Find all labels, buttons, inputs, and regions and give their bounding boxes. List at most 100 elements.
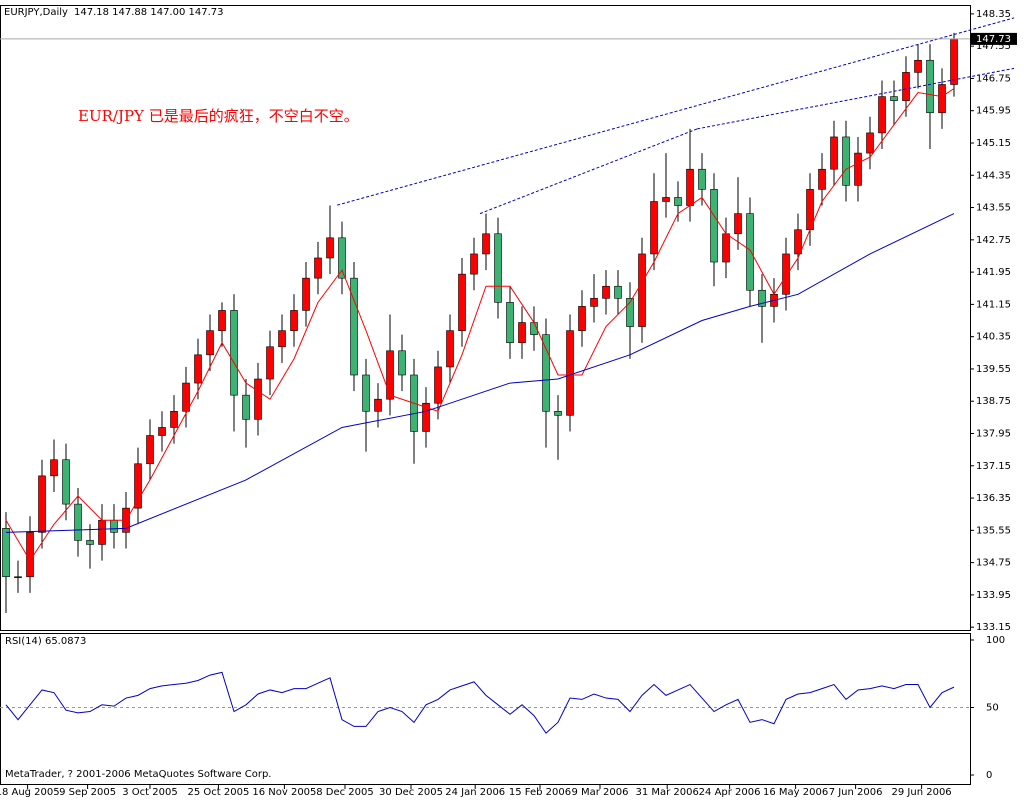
moving-average [5, 88, 955, 562]
x-tick-label: 15 Feb 2006 [509, 787, 571, 798]
candle-body [194, 354, 202, 384]
x-tick-label: 16 May 2006 [763, 787, 828, 798]
y-tick-label: 137.15 [976, 461, 1011, 472]
candle-body [74, 503, 82, 541]
x-tick-label: 29 Jun 2006 [892, 787, 952, 798]
candle-body [602, 285, 610, 299]
candle-body [614, 285, 622, 299]
candle-body [50, 459, 58, 477]
x-tick-label: 25 Oct 2005 [187, 787, 249, 798]
rsi-line [5, 671, 955, 734]
candle-body [146, 435, 154, 465]
trendline [697, 67, 1015, 130]
candle-body [638, 253, 646, 327]
y-tick-label: 146.75 [976, 73, 1011, 84]
y-tick-label: 147.55 [976, 41, 1011, 52]
candle-body [422, 402, 430, 432]
y-tick-label: 133.15 [976, 622, 1011, 633]
candle-body [650, 201, 658, 255]
trendline [479, 128, 698, 215]
candle-body [362, 374, 370, 412]
footer: MetaTrader, ? 2001-2006 MetaQuotes Softw… [5, 769, 271, 780]
y-tick-label: 135.55 [976, 525, 1011, 536]
candle-body [374, 398, 382, 412]
x-tick-label: 3 Oct 2005 [122, 787, 177, 798]
y-tick-label: 136.35 [976, 493, 1011, 504]
candle-body [938, 84, 946, 114]
candle-body [902, 72, 910, 101]
last-price-box [971, 32, 1017, 45]
x-tick-label: 8 Dec 2005 [316, 787, 374, 798]
candle-body [830, 136, 838, 170]
moving-average [5, 213, 955, 533]
candle-body [218, 310, 226, 331]
candle-body [734, 213, 742, 235]
candle-body [926, 59, 934, 114]
candle-body [698, 168, 706, 190]
candle-body [686, 168, 694, 206]
x-tick-label: 31 Mar 2006 [635, 787, 698, 798]
candle-body [62, 459, 70, 505]
candle-body [230, 310, 238, 396]
candle-body [98, 519, 106, 545]
x-tick-label: 16 Nov 2005 [252, 787, 316, 798]
rsi-title: RSI(14) 65.0873 [5, 636, 86, 647]
candle-body [206, 330, 214, 356]
candle-body [518, 322, 526, 344]
candle-body [578, 306, 586, 331]
candle-body [278, 330, 286, 348]
candle-body [86, 540, 94, 545]
candle-body [818, 168, 826, 190]
candle-body [710, 189, 718, 263]
candle-body [566, 330, 574, 416]
y-tick-label: 143.55 [976, 203, 1011, 214]
candle-body [506, 302, 514, 344]
candle-body [350, 277, 358, 376]
candle-body [758, 289, 766, 307]
candle-body [110, 519, 118, 533]
candle-body [794, 229, 802, 255]
rsi-y-tick-label: 0 [986, 770, 992, 781]
x-tick-label: 9 Mar 2006 [571, 787, 628, 798]
candle-body [182, 382, 190, 412]
candle-body [338, 237, 346, 279]
candle-body [314, 257, 322, 279]
rsi-y-tick-label: 50 [986, 703, 999, 714]
candle-body [26, 532, 34, 578]
y-tick-label: 138.75 [976, 396, 1011, 407]
x-tick-label: 30 Dec 2005 [379, 787, 443, 798]
x-tick-label: 24 Apr 2006 [699, 787, 761, 798]
candle-body [890, 96, 898, 101]
candle-body [134, 463, 142, 509]
candle-body [842, 136, 850, 186]
candle-body [482, 233, 490, 255]
y-tick-label: 140.35 [976, 332, 1011, 343]
x-tick-label: 7 Jun 2006 [829, 787, 883, 798]
candle-body [302, 277, 310, 311]
y-tick-label: 134.75 [976, 558, 1011, 569]
candle-body [158, 427, 166, 436]
candle-body [386, 350, 394, 400]
y-tick-label: 141.95 [976, 267, 1011, 278]
candle-body [458, 273, 466, 331]
candle-body [254, 378, 262, 420]
candle-body [266, 346, 274, 380]
y-tick-label: 133.95 [976, 590, 1011, 601]
y-tick-label: 137.95 [976, 429, 1011, 440]
trendline [337, 17, 1015, 206]
candle-body [398, 350, 406, 376]
candle-body [542, 334, 550, 412]
y-tick-label: 139.55 [976, 364, 1011, 375]
candle-body [626, 298, 634, 327]
candle-body [866, 132, 874, 154]
candle-body [554, 411, 562, 416]
y-tick-label: 144.35 [976, 170, 1011, 181]
header-values: 147.18 147.88 147.00 147.73 [74, 7, 224, 18]
candle-body [782, 253, 790, 295]
symbol-label: EURJPY,Daily [4, 7, 68, 18]
annotation: EUR/JPY 已是最后的疯狂，不空白不空。 [78, 107, 359, 125]
candle-body [242, 394, 250, 420]
